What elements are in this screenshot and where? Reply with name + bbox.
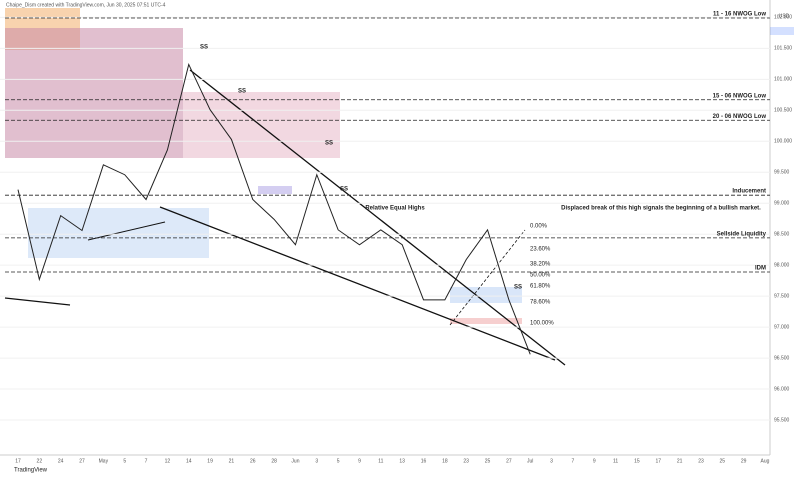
fib-line — [449, 229, 526, 326]
x-tick-label: 11 — [613, 458, 618, 464]
annotation: 38.20% — [530, 262, 551, 268]
x-tick-label: 24 — [58, 458, 64, 464]
annotation: SS — [200, 45, 208, 51]
x-tick-label: May — [99, 458, 109, 464]
x-tick-label: 13 — [399, 458, 405, 464]
y-tick-label: 99.000 — [774, 201, 790, 207]
x-tick-label: 22 — [37, 458, 43, 464]
x-tick-label: Jun — [291, 458, 299, 464]
x-tick-label: Jul — [527, 458, 533, 464]
y-tick-label: 96.000 — [774, 386, 790, 392]
price-tag — [770, 27, 794, 35]
y-tick-label: 100.000 — [774, 139, 792, 145]
level-label: 11 - 16 NWOG Low — [713, 12, 766, 18]
x-tick-label: 17 — [15, 458, 21, 464]
x-tick-label: 18 — [442, 458, 448, 464]
annotation: SS — [340, 187, 348, 193]
zone — [258, 186, 292, 194]
x-tick-label: 25 — [720, 458, 726, 464]
level-label: Inducement — [732, 189, 766, 195]
y-tick-label: 97.500 — [774, 293, 790, 299]
y-tick-label: 95.500 — [774, 417, 790, 423]
annotation: 23.60% — [530, 247, 551, 253]
currency: USD — [779, 13, 790, 19]
x-tick-label: 25 — [485, 458, 491, 464]
trendline — [189, 69, 566, 366]
x-tick-label: 26 — [250, 458, 256, 464]
x-tick-label: 11 — [378, 458, 383, 464]
x-tick-label: Aug — [761, 458, 770, 464]
x-tick-label: 7 — [572, 458, 575, 464]
annotation: 78.60% — [530, 300, 551, 306]
annotation: 50.00% — [530, 273, 551, 279]
x-tick-label: 29 — [741, 458, 747, 464]
x-tick-label: 12 — [165, 458, 171, 464]
zone — [450, 287, 522, 303]
x-tick-label: 16 — [421, 458, 427, 464]
annotation: SS — [514, 285, 522, 291]
y-tick-label: 101.000 — [774, 77, 792, 83]
y-tick-label: 101.500 — [774, 46, 792, 52]
annotation: 100.00% — [530, 321, 554, 327]
x-tick-label: 21 — [677, 458, 683, 464]
trendline — [159, 206, 556, 361]
trendline — [4, 297, 71, 306]
x-tick-label: 5 — [337, 458, 340, 464]
x-tick-label: 23 — [463, 458, 469, 464]
chart-title: Chaipe_Dism created with TradingView.com… — [6, 2, 166, 8]
x-tick-label: 7 — [145, 458, 148, 464]
x-tick-label: 15 — [634, 458, 640, 464]
level-label: Sellside Liquidity — [717, 231, 767, 237]
y-tick-label: 98.000 — [774, 262, 790, 268]
level-label: 15 - 06 NWOG Low — [713, 93, 767, 99]
annotation: Relative Equal Highs — [365, 206, 425, 212]
x-tick-label: 17 — [656, 458, 662, 464]
y-tick-label: 96.500 — [774, 355, 790, 361]
x-tick-label: 14 — [186, 458, 192, 464]
x-tick-label: 3 — [550, 458, 553, 464]
zone — [5, 28, 183, 158]
trendline — [87, 221, 166, 241]
x-tick-label: 9 — [593, 458, 596, 464]
y-tick-label: 97.000 — [774, 324, 790, 330]
x-tick-label: 19 — [207, 458, 213, 464]
x-tick-label: 27 — [506, 458, 512, 464]
y-tick-label: 98.500 — [774, 232, 790, 238]
x-tick-label: 27 — [79, 458, 85, 464]
x-tick-label: 21 — [229, 458, 235, 464]
brand: TradingView — [14, 468, 48, 474]
annotation: SS — [325, 141, 333, 147]
annotation: 61.80% — [530, 284, 551, 290]
price-line — [17, 62, 531, 355]
zone — [450, 318, 522, 324]
annotation: Displaced break of this high signals the… — [561, 206, 761, 212]
x-tick-label: 3 — [315, 458, 318, 464]
x-tick-label: 28 — [271, 458, 277, 464]
x-tick-label: 5 — [123, 458, 126, 464]
x-tick-label: 9 — [358, 458, 361, 464]
zone — [183, 92, 340, 158]
level-label: IDM — [755, 266, 766, 272]
y-tick-label: 99.500 — [774, 170, 790, 176]
annotation: 0.00% — [530, 224, 548, 230]
y-tick-label: 100.500 — [774, 108, 792, 114]
x-tick-label: 23 — [698, 458, 704, 464]
annotation: SS — [238, 89, 246, 95]
level-label: 20 - 06 NWOG Low — [713, 114, 767, 120]
y-tick-label: 102.000 — [774, 15, 792, 21]
